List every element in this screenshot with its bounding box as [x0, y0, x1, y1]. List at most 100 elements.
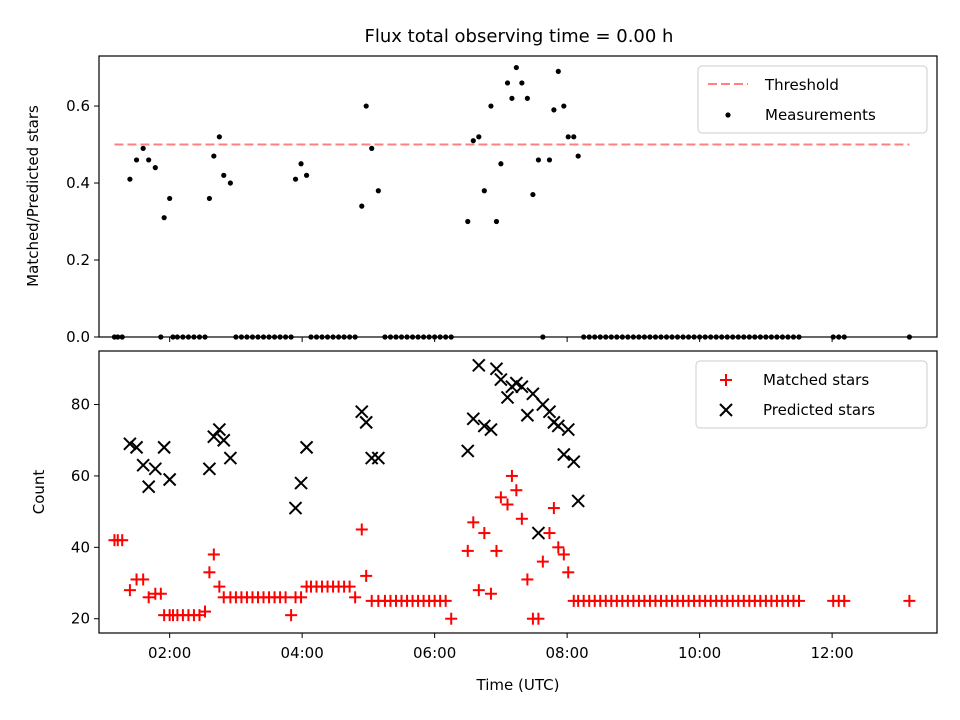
bottom-y-axis: 20 40 60 80 — [71, 396, 99, 628]
top-y-tick-label: 0.2 — [66, 251, 90, 269]
matched-star-point — [515, 512, 528, 525]
matched-star-point — [285, 609, 298, 622]
measurement-point — [571, 134, 577, 140]
measurement-point — [509, 95, 515, 101]
measurement-point — [206, 195, 213, 202]
matched-star-point — [547, 502, 560, 515]
measurement-point — [551, 107, 557, 113]
legend-predicted-label: Predicted stars — [763, 401, 875, 419]
predicted-star-point — [148, 462, 163, 476]
top-y-axis-label: Matched/Predicted stars — [24, 105, 42, 287]
top-legend-box — [697, 65, 928, 134]
matched-star-point — [343, 580, 356, 593]
predicted-star-point — [494, 372, 508, 387]
matched-star-point — [445, 612, 458, 625]
measurement-point — [565, 134, 571, 140]
measurement-point — [470, 138, 476, 144]
predicted-star-point — [526, 387, 540, 401]
bottom-y-axis-label: Count — [30, 470, 48, 515]
measurement-point — [216, 134, 222, 140]
predicted-star-point — [207, 429, 221, 444]
x-tick-label: 02:00 — [148, 644, 191, 662]
predicted-star-point — [223, 451, 238, 465]
bottom-y-tick-label: 80 — [71, 396, 90, 414]
measurement-point — [375, 188, 381, 194]
predicted-star-point — [202, 462, 217, 476]
predicted-star-point — [571, 494, 585, 508]
predicted-star-point — [531, 526, 546, 540]
matched-star-point — [355, 523, 368, 536]
measurement-point — [303, 172, 310, 178]
measurement-point — [359, 203, 365, 209]
top-y-tick-label: 0.4 — [66, 174, 90, 192]
bottom-legend: Matched stars Predicted stars — [695, 360, 928, 429]
predicted-star-point — [371, 451, 386, 465]
predicted-star-point — [355, 404, 369, 419]
chart-title: Flux total observing time = 0.00 h — [365, 26, 674, 47]
x-tick-label: 08:00 — [546, 644, 589, 662]
matched-star-point — [439, 594, 452, 607]
measurement-point — [292, 176, 299, 182]
measurement-point — [488, 103, 494, 109]
matched-star-point — [467, 516, 480, 529]
measurement-point — [146, 157, 152, 163]
matched-star-point — [213, 580, 226, 593]
measurement-point — [513, 64, 519, 71]
matched-star-point — [557, 548, 570, 561]
top-plot-frame — [98, 55, 938, 338]
predicted-star-point — [359, 415, 373, 430]
x-axis-label: Time (UTC) — [476, 676, 560, 694]
predicted-star-point — [567, 454, 581, 469]
matched-star-point — [154, 587, 167, 600]
matched-star-point — [552, 541, 565, 554]
measurement-point — [227, 180, 233, 186]
matched-star-point — [360, 569, 373, 582]
legend-matched-label: Matched stars — [763, 371, 869, 389]
top-legend: Threshold Measurements — [697, 65, 928, 134]
matched-star-point — [494, 491, 507, 504]
measurement-point — [152, 165, 158, 171]
bottom-y-tick-label: 20 — [71, 610, 90, 628]
predicted-star-point — [157, 440, 171, 455]
measurement-point — [561, 103, 567, 109]
matched-star-point — [142, 591, 155, 604]
measurement-point — [221, 172, 227, 178]
bottom-plot-frame — [98, 350, 938, 634]
measurement-point — [298, 161, 304, 167]
matched-star-point — [349, 591, 362, 604]
measurement-point — [476, 134, 482, 140]
bottom-y-tick-label: 40 — [71, 538, 90, 556]
top-x-ticks — [169, 337, 833, 342]
matched-star-point — [532, 612, 545, 625]
top-plot-panel: 0.0 0.2 0.4 0.6 Matched/Predicted stars Thr… — [24, 55, 938, 346]
predicted-star-point — [477, 419, 492, 433]
top-y-axis: 0.0 0.2 0.4 0.6 — [66, 97, 99, 346]
predicted-star-point — [123, 437, 137, 451]
matched-star-point — [207, 548, 220, 561]
legend-measurements-swatch — [725, 112, 731, 118]
measurement-point — [481, 188, 487, 194]
measurement-point — [535, 157, 542, 163]
measurement-point — [575, 153, 581, 159]
predicted-star-point — [500, 390, 515, 405]
matched-star-point — [472, 584, 485, 597]
measurement-point — [369, 145, 375, 151]
predicted-star-point — [212, 422, 227, 437]
predicted-star-point — [461, 444, 475, 458]
predicted-star-point — [542, 404, 557, 419]
legend-threshold-label: Threshold — [764, 76, 839, 94]
x-tick-label: 10:00 — [678, 644, 721, 662]
measurement-point — [133, 157, 140, 163]
x-tick-label: 04:00 — [281, 644, 324, 662]
x-tick-label: 12:00 — [810, 644, 853, 662]
matched-star-point — [510, 484, 523, 497]
predicted-star-point — [489, 362, 504, 376]
predicted-star-point — [129, 440, 144, 455]
measurement-point — [555, 68, 561, 74]
predicted-star-point — [520, 408, 535, 422]
predicted-star-point — [162, 472, 177, 487]
predicted-star-point — [466, 412, 480, 426]
x-tick-label: 06:00 — [413, 644, 456, 662]
